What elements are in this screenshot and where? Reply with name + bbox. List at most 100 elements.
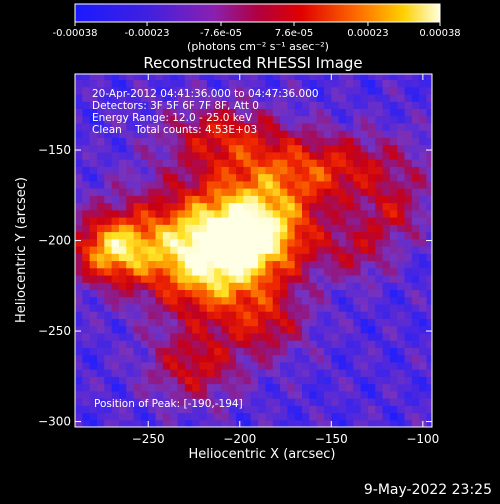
- heatmap-cell: [280, 101, 288, 109]
- heatmap-cell: [243, 296, 252, 305]
- heatmap-cell: [397, 274, 406, 283]
- heatmap-cell: [280, 180, 288, 189]
- heatmap-cell: [75, 376, 83, 385]
- heatmap-cell: [367, 390, 376, 399]
- heatmap-cell: [82, 202, 91, 211]
- heatmap-cell: [192, 303, 201, 312]
- heatmap-cell: [309, 253, 318, 262]
- heatmap-cell: [214, 130, 223, 138]
- heatmap-cell: [331, 369, 340, 377]
- heatmap-cell: [353, 173, 362, 182]
- heatmap-cell: [316, 347, 325, 356]
- heatmap-cell: [140, 151, 149, 160]
- heatmap-cell: [199, 101, 208, 109]
- heatmap-cell: [82, 79, 91, 88]
- heatmap-cell: [177, 173, 186, 182]
- heatmap-cell: [126, 318, 135, 327]
- heatmap-cell: [316, 217, 325, 225]
- heatmap-cell: [375, 86, 384, 95]
- heatmap-cell: [118, 296, 127, 305]
- heatmap-cell: [389, 340, 398, 348]
- heatmap-cell: [360, 238, 369, 247]
- heatmap-cell: [243, 122, 252, 131]
- heatmap-cell: [184, 390, 193, 399]
- heatmap-cell: [382, 354, 391, 363]
- heatmap-cell: [323, 238, 332, 247]
- x-axis-label: Heliocentric X (arcsec): [189, 447, 336, 462]
- heatmap-cell: [214, 419, 223, 427]
- heatmap-cell: [382, 101, 391, 109]
- heatmap-cell: [419, 245, 428, 254]
- heatmap-cell: [170, 303, 179, 312]
- heatmap-cell: [162, 253, 171, 262]
- heatmap-cell: [243, 303, 252, 312]
- heatmap-cell: [294, 108, 303, 117]
- heatmap-cell: [82, 166, 91, 175]
- heatmap-cell: [265, 202, 274, 211]
- heatmap-cell: [148, 340, 157, 348]
- heatmap-cell: [338, 398, 347, 406]
- heatmap-cell: [236, 79, 245, 88]
- heatmap-cell: [302, 166, 310, 175]
- heatmap-cell: [126, 101, 135, 109]
- heatmap-cell: [419, 159, 428, 167]
- heatmap-cell: [75, 202, 83, 211]
- heatmap-cell: [375, 369, 384, 377]
- heatmap-cell: [184, 74, 193, 81]
- heatmap-cell: [316, 115, 325, 124]
- heatmap-cell: [133, 361, 142, 370]
- heatmap-cell: [126, 419, 135, 427]
- heatmap-cell: [228, 296, 237, 305]
- heatmap-cell: [382, 93, 391, 102]
- heatmap-cell: [375, 93, 384, 102]
- heatmap-cell: [419, 166, 428, 175]
- heatmap-cell: [272, 354, 281, 363]
- heatmap-cell: [397, 188, 406, 196]
- heatmap-cell: [96, 238, 105, 247]
- heatmap-cell: [389, 115, 398, 124]
- heatmap-cell: [316, 108, 325, 117]
- heatmap-cell: [331, 166, 340, 175]
- heatmap-cell: [367, 369, 376, 377]
- heatmap-cell: [375, 137, 384, 146]
- heatmap-cell: [155, 405, 164, 414]
- heatmap-cell: [397, 361, 406, 370]
- heatmap-cell: [133, 398, 142, 406]
- heatmap-cell: [353, 260, 362, 269]
- heatmap-cell: [272, 122, 281, 131]
- heatmap-cell: [82, 231, 91, 240]
- heatmap-cell: [214, 325, 223, 334]
- heatmap-cell: [345, 173, 354, 182]
- heatmap-cell: [236, 369, 245, 377]
- heatmap-cell: [118, 369, 127, 377]
- heatmap-cell: [294, 74, 303, 81]
- heatmap-cell: [82, 224, 91, 233]
- heatmap-cell: [140, 130, 149, 138]
- heatmap-cell: [140, 115, 149, 124]
- heatmap-cell: [331, 390, 340, 399]
- heatmap-cell: [323, 231, 332, 240]
- heatmap-cell: [375, 260, 384, 269]
- heatmap-cell: [382, 311, 391, 319]
- heatmap-cell: [140, 361, 149, 370]
- heatmap-cell: [104, 86, 113, 95]
- heatmap-cell: [148, 245, 157, 254]
- heatmap-cell: [302, 115, 310, 124]
- heatmap-cell: [382, 137, 391, 146]
- heatmap-cell: [214, 405, 223, 414]
- heatmap-cell: [250, 354, 259, 363]
- heatmap-cell: [331, 253, 340, 262]
- heatmap-cell: [221, 180, 230, 189]
- heatmap-cell: [126, 296, 135, 305]
- heatmap-cell: [258, 166, 266, 175]
- heatmap-cell: [367, 79, 376, 88]
- heatmap-cell: [170, 130, 179, 138]
- heatmap-cell: [133, 137, 142, 146]
- heatmap-cell: [302, 86, 310, 95]
- heatmap-cell: [140, 79, 149, 88]
- heatmap-cell: [184, 173, 193, 182]
- heatmap-cell: [353, 217, 362, 225]
- heatmap-cell: [287, 303, 296, 312]
- heatmap-cell: [133, 289, 142, 298]
- heatmap-cell: [389, 231, 398, 240]
